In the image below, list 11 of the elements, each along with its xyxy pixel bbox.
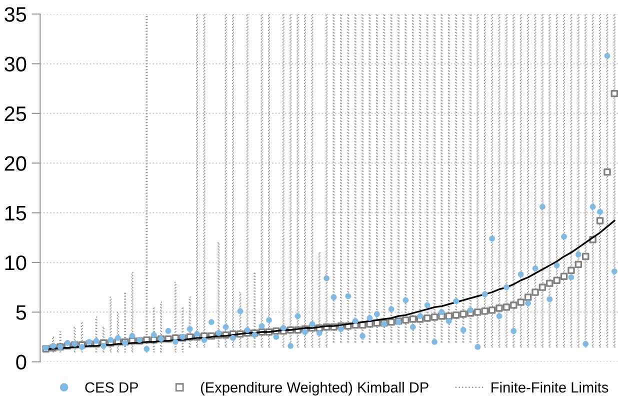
y-tick-label: 5 (16, 305, 26, 320)
legend-label: Finite-Finite Limits (492, 382, 608, 393)
y-tick-label: 25 (4, 106, 26, 122)
y-tick-label: 10 (5, 255, 26, 270)
y-tick-label: 35 (4, 7, 26, 22)
legend-label: CES DP (85, 382, 138, 393)
y-tick-label: 20 (4, 156, 26, 171)
y-tick-label: 30 (4, 56, 26, 72)
y-tick-label: 0 (16, 354, 26, 370)
legend-label: (Expenditure Weighted) Kimball DP (200, 382, 428, 396)
y-tick-label: 15 (5, 206, 26, 221)
